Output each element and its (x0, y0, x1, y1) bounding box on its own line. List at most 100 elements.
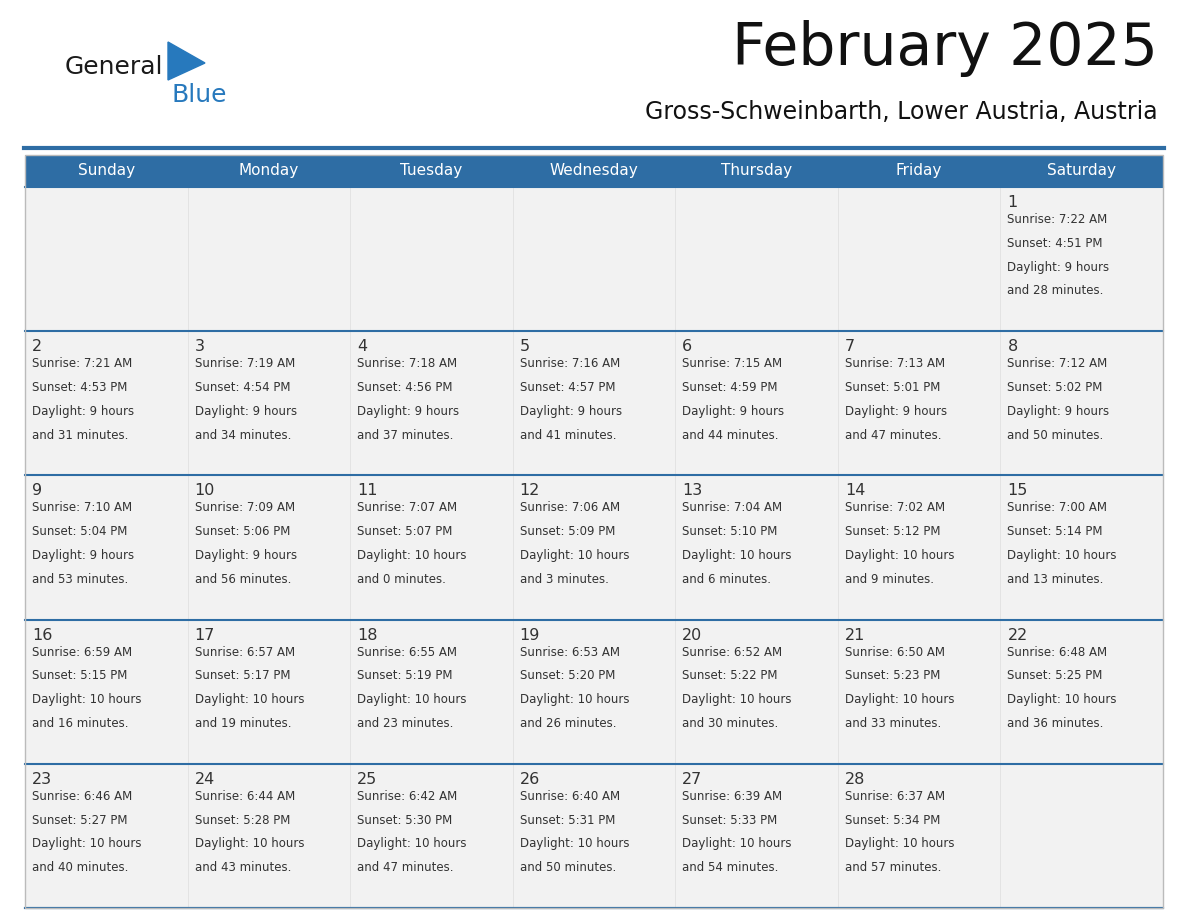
Text: Sunrise: 6:44 AM: Sunrise: 6:44 AM (195, 789, 295, 803)
Text: 25: 25 (358, 772, 378, 787)
Text: 11: 11 (358, 484, 378, 498)
Text: and 44 minutes.: and 44 minutes. (682, 429, 779, 442)
Text: Sunset: 5:31 PM: Sunset: 5:31 PM (519, 813, 615, 826)
Text: Sunset: 4:51 PM: Sunset: 4:51 PM (1007, 237, 1102, 250)
Text: 19: 19 (519, 628, 541, 643)
Bar (675, 764, 838, 908)
Text: Daylight: 10 hours: Daylight: 10 hours (1007, 549, 1117, 562)
Text: and 53 minutes.: and 53 minutes. (32, 573, 128, 586)
Text: and 36 minutes.: and 36 minutes. (1007, 717, 1104, 730)
Text: 18: 18 (358, 628, 378, 643)
Text: Sunrise: 6:40 AM: Sunrise: 6:40 AM (519, 789, 620, 803)
Bar (188, 620, 350, 764)
Bar (25, 155, 1163, 908)
Text: Sunrise: 6:48 AM: Sunrise: 6:48 AM (1007, 645, 1107, 658)
Text: Sunrise: 6:52 AM: Sunrise: 6:52 AM (682, 645, 783, 658)
Text: Sunset: 4:54 PM: Sunset: 4:54 PM (195, 381, 290, 394)
Text: and 30 minutes.: and 30 minutes. (682, 717, 778, 730)
Text: and 13 minutes.: and 13 minutes. (1007, 573, 1104, 586)
Text: 4: 4 (358, 339, 367, 354)
Text: Friday: Friday (896, 163, 942, 178)
Text: Sunrise: 6:46 AM: Sunrise: 6:46 AM (32, 789, 132, 803)
Bar (513, 620, 675, 764)
Text: Sunset: 5:14 PM: Sunset: 5:14 PM (1007, 525, 1102, 538)
Text: and 9 minutes.: and 9 minutes. (845, 573, 934, 586)
Bar (513, 476, 675, 620)
Text: Sunrise: 7:00 AM: Sunrise: 7:00 AM (1007, 501, 1107, 514)
Text: Daylight: 10 hours: Daylight: 10 hours (358, 549, 467, 562)
Text: Sunset: 5:34 PM: Sunset: 5:34 PM (845, 813, 940, 826)
Text: and 19 minutes.: and 19 minutes. (195, 717, 291, 730)
Text: Sunset: 5:17 PM: Sunset: 5:17 PM (195, 669, 290, 682)
Bar (1000, 331, 1163, 476)
Text: Sunrise: 6:39 AM: Sunrise: 6:39 AM (682, 789, 783, 803)
Text: Daylight: 10 hours: Daylight: 10 hours (358, 837, 467, 850)
Text: Sunday: Sunday (77, 163, 135, 178)
Text: Sunrise: 6:57 AM: Sunrise: 6:57 AM (195, 645, 295, 658)
Text: Sunset: 4:56 PM: Sunset: 4:56 PM (358, 381, 453, 394)
Text: and 28 minutes.: and 28 minutes. (1007, 285, 1104, 297)
Bar (25, 331, 188, 476)
Text: 20: 20 (682, 628, 702, 643)
Bar (675, 331, 838, 476)
Text: and 0 minutes.: and 0 minutes. (358, 573, 446, 586)
Text: 1: 1 (1007, 195, 1018, 210)
Text: 16: 16 (32, 628, 52, 643)
Bar (838, 331, 1000, 476)
Text: Sunrise: 6:50 AM: Sunrise: 6:50 AM (845, 645, 944, 658)
Bar (188, 476, 350, 620)
Bar (350, 187, 513, 331)
Text: Daylight: 9 hours: Daylight: 9 hours (682, 405, 784, 418)
Text: Sunrise: 7:18 AM: Sunrise: 7:18 AM (358, 357, 457, 370)
Text: 12: 12 (519, 484, 541, 498)
Bar (188, 187, 350, 331)
Text: and 37 minutes.: and 37 minutes. (358, 429, 454, 442)
Text: 22: 22 (1007, 628, 1028, 643)
Text: Sunset: 5:15 PM: Sunset: 5:15 PM (32, 669, 127, 682)
Text: 9: 9 (32, 484, 42, 498)
Text: 14: 14 (845, 484, 865, 498)
Text: Sunset: 5:23 PM: Sunset: 5:23 PM (845, 669, 940, 682)
Bar (1000, 620, 1163, 764)
Text: and 40 minutes.: and 40 minutes. (32, 861, 128, 874)
Bar (25, 476, 188, 620)
Bar (188, 764, 350, 908)
Text: Sunset: 4:53 PM: Sunset: 4:53 PM (32, 381, 127, 394)
Text: Sunrise: 7:15 AM: Sunrise: 7:15 AM (682, 357, 783, 370)
Text: Daylight: 10 hours: Daylight: 10 hours (195, 837, 304, 850)
Text: Sunset: 5:27 PM: Sunset: 5:27 PM (32, 813, 127, 826)
Text: 10: 10 (195, 484, 215, 498)
Text: Sunset: 4:59 PM: Sunset: 4:59 PM (682, 381, 778, 394)
Text: Sunset: 5:33 PM: Sunset: 5:33 PM (682, 813, 777, 826)
Text: Sunset: 5:09 PM: Sunset: 5:09 PM (519, 525, 615, 538)
Bar (1000, 187, 1163, 331)
Text: Sunrise: 7:13 AM: Sunrise: 7:13 AM (845, 357, 944, 370)
Text: Daylight: 10 hours: Daylight: 10 hours (519, 693, 630, 706)
Bar (350, 476, 513, 620)
Bar (675, 476, 838, 620)
Bar (25, 620, 188, 764)
Text: Daylight: 10 hours: Daylight: 10 hours (32, 693, 141, 706)
Text: Daylight: 10 hours: Daylight: 10 hours (519, 837, 630, 850)
Bar (350, 331, 513, 476)
Text: and 50 minutes.: and 50 minutes. (519, 861, 615, 874)
Text: and 26 minutes.: and 26 minutes. (519, 717, 617, 730)
Text: Sunrise: 7:12 AM: Sunrise: 7:12 AM (1007, 357, 1107, 370)
Text: Sunrise: 6:53 AM: Sunrise: 6:53 AM (519, 645, 620, 658)
Text: Sunrise: 6:59 AM: Sunrise: 6:59 AM (32, 645, 132, 658)
Text: Thursday: Thursday (721, 163, 792, 178)
Text: Saturday: Saturday (1047, 163, 1117, 178)
Bar (25, 187, 188, 331)
Text: Daylight: 10 hours: Daylight: 10 hours (682, 549, 791, 562)
Polygon shape (168, 42, 206, 80)
Text: Daylight: 10 hours: Daylight: 10 hours (1007, 693, 1117, 706)
Text: Sunset: 5:04 PM: Sunset: 5:04 PM (32, 525, 127, 538)
Text: Sunset: 5:28 PM: Sunset: 5:28 PM (195, 813, 290, 826)
Text: and 54 minutes.: and 54 minutes. (682, 861, 778, 874)
Text: Sunrise: 7:16 AM: Sunrise: 7:16 AM (519, 357, 620, 370)
Text: Daylight: 10 hours: Daylight: 10 hours (845, 837, 954, 850)
Text: Daylight: 9 hours: Daylight: 9 hours (195, 405, 297, 418)
Bar (1000, 476, 1163, 620)
Text: Daylight: 10 hours: Daylight: 10 hours (682, 693, 791, 706)
Text: Sunset: 5:12 PM: Sunset: 5:12 PM (845, 525, 941, 538)
